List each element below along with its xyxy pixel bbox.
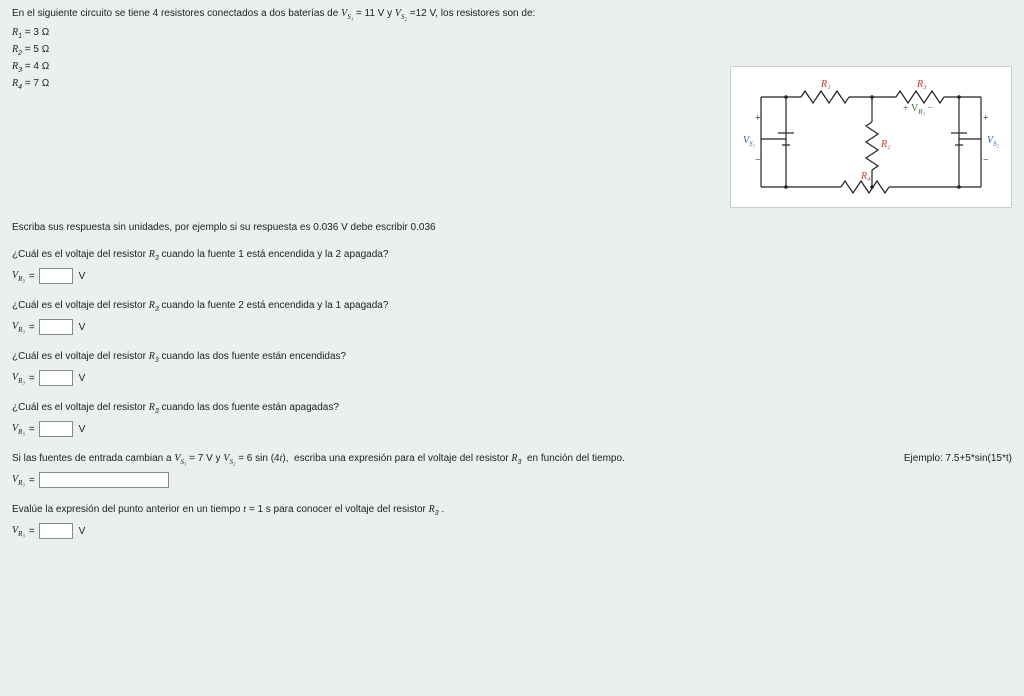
answer-input-q1[interactable] xyxy=(39,268,73,284)
question-5: Si las fuentes de entrada cambian a VS₁ … xyxy=(12,453,1012,488)
example-hint: Ejemplo: 7.5+5*sin(15*t) xyxy=(904,453,1012,464)
svg-text:R₃: R₃ xyxy=(916,79,927,90)
svg-text:−: − xyxy=(755,155,761,166)
svg-text:VS₂: VS₂ xyxy=(987,135,1000,148)
answer-input-q3[interactable] xyxy=(39,370,73,386)
answer-input-q6[interactable] xyxy=(39,523,73,539)
question-2: ¿Cuál es el voltaje del resistor R3 cuan… xyxy=(12,300,1012,335)
resistor-list: R1 = 3 Ω R2 = 5 Ω R3 = 4 Ω R4 = 7 Ω xyxy=(12,27,718,91)
circuit-diagram: R₁ R₃ R₂ R₄ VS₁ VS₂ + VR₃ − + − + − xyxy=(730,66,1012,208)
svg-text:R₄: R₄ xyxy=(860,171,871,182)
answer-input-q2[interactable] xyxy=(39,319,73,335)
svg-text:−: − xyxy=(983,155,989,166)
svg-text:VS₁: VS₁ xyxy=(743,135,755,148)
question-3: ¿Cuál es el voltaje del resistor R3 cuan… xyxy=(12,351,1012,386)
svg-text:+: + xyxy=(755,113,761,124)
svg-text:R₂: R₂ xyxy=(880,139,891,150)
question-4: ¿Cuál es el voltaje del resistor R3 cuan… xyxy=(12,402,1012,437)
answer-input-q4[interactable] xyxy=(39,421,73,437)
hint-text: Escriba sus respuesta sin unidades, por … xyxy=(12,222,1012,233)
svg-text:+: + xyxy=(983,113,989,124)
question-1: ¿Cuál es el voltaje del resistor R3 cuan… xyxy=(12,249,1012,284)
unit-label: V xyxy=(79,271,86,282)
question-6: Evalúe la expresión del punto anterior e… xyxy=(12,504,1012,539)
svg-text:+ VR₃ −: + VR₃ − xyxy=(903,103,933,116)
answer-input-q5[interactable] xyxy=(39,472,169,488)
intro-text: En el siguiente circuito se tiene 4 resi… xyxy=(12,8,718,21)
svg-text:R₁: R₁ xyxy=(820,79,831,90)
